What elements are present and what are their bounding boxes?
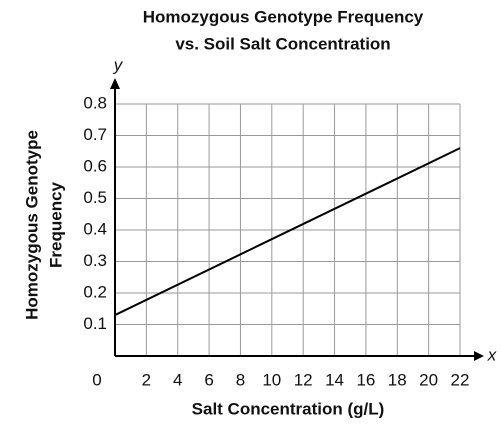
- x-tick-label: 8: [236, 370, 245, 389]
- x-axis-symbol: x: [487, 345, 497, 364]
- y-tick-label: 0.7: [83, 125, 107, 144]
- y-axis-label: Frequency: [46, 181, 65, 268]
- y-tick-label: 0.4: [83, 219, 107, 238]
- data-line: [114, 147, 461, 316]
- x-tick-label: 12: [294, 370, 313, 389]
- y-axis-label: Homozygous Genotype: [22, 130, 41, 320]
- y-tick-label: 0.3: [83, 251, 107, 270]
- chart-title: Homozygous Genotype Frequency: [143, 7, 424, 26]
- x-tick-label: 20: [419, 370, 438, 389]
- y-tick-label: 0.2: [83, 282, 107, 301]
- y-axis-arrow: [110, 78, 120, 89]
- y-axis-symbol: y: [113, 55, 124, 74]
- y-tick-label: 0.5: [83, 188, 107, 207]
- chart-title: vs. Soil Salt Concentration: [175, 34, 390, 53]
- x-tick-label: 16: [356, 370, 375, 389]
- x-tick-label: 4: [173, 370, 182, 389]
- x-tick-label: 0: [92, 370, 101, 389]
- x-tick-label: 2: [142, 370, 151, 389]
- x-tick-label: 14: [325, 370, 344, 389]
- x-axis-arrow: [474, 351, 484, 361]
- y-tick-label: 0.8: [83, 93, 107, 112]
- x-tick-label: 18: [388, 370, 407, 389]
- x-tick-label: 10: [262, 370, 281, 389]
- x-axis-label: Salt Concentration (g/L): [192, 399, 385, 418]
- x-tick-label: 22: [451, 370, 470, 389]
- y-tick-label: 0.6: [83, 156, 107, 175]
- y-tick-label: 0.1: [83, 314, 107, 333]
- x-tick-label: 6: [204, 370, 213, 389]
